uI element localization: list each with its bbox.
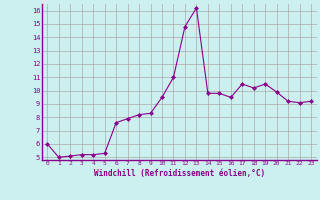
X-axis label: Windchill (Refroidissement éolien,°C): Windchill (Refroidissement éolien,°C) bbox=[94, 169, 265, 178]
